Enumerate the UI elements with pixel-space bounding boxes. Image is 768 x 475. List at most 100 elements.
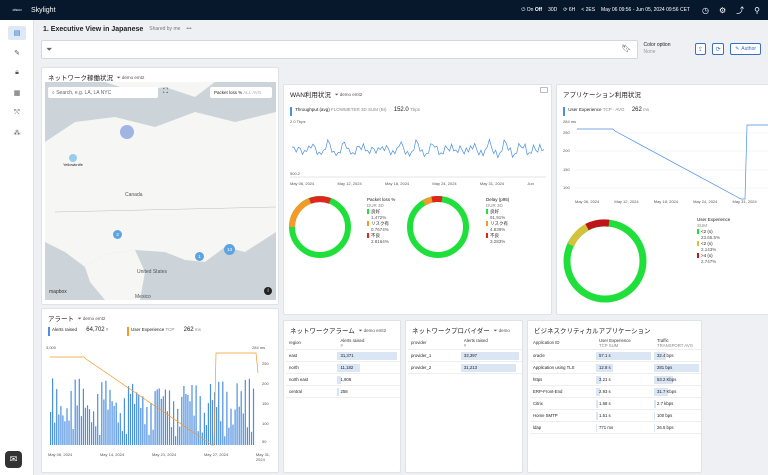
alert-bar[interactable] [166,411,168,445]
topology-icon[interactable]: ⤲ [14,109,20,116]
alert-bar[interactable] [117,422,119,446]
alert-bar[interactable] [242,413,244,446]
range-30d-button[interactable]: 30D [548,7,558,13]
alert-bar[interactable] [142,396,144,445]
lock-icon[interactable]: 🔒︎ [15,69,19,76]
alert-bar[interactable] [105,380,107,445]
alert-bar[interactable] [95,426,97,445]
panel-filter[interactable]: ⏷ demo emt2 [78,315,106,321]
alert-bar[interactable] [144,424,146,445]
alerts-chart[interactable]: 3,000 284 ms 250 200 150 100 50 [46,343,276,451]
alert-bar[interactable] [103,399,105,445]
author-button[interactable]: ✎ Author [730,43,762,55]
user-experience-chart[interactable]: 284 ms 250 200 150 100 [561,117,768,201]
alert-bar[interactable] [72,429,74,445]
alert-bar[interactable] [164,389,166,446]
activity-icon[interactable]: ⤴ [736,5,745,15]
alert-bar[interactable] [181,396,183,445]
alert-bar[interactable] [66,408,68,445]
alert-bar[interactable] [70,390,72,445]
alert-bar[interactable] [240,391,242,445]
alert-bar[interactable] [224,436,226,445]
alert-bar[interactable] [115,402,117,445]
alert-bar[interactable] [228,427,230,445]
prev-range-button[interactable]: < 2ES [581,7,596,13]
alert-bar[interactable] [216,407,218,445]
alert-bar[interactable] [248,378,250,445]
alert-bar[interactable] [197,431,199,445]
table-row[interactable]: central 258 [286,385,400,398]
expand-icon[interactable] [540,87,548,93]
alert-bar[interactable] [162,396,164,445]
info-icon[interactable]: i [264,287,272,295]
alert-bar[interactable] [250,431,253,445]
alert-bar[interactable] [246,427,248,445]
alert-bar[interactable] [148,434,150,445]
report-icon[interactable]: ▦ [13,90,21,97]
alert-bar[interactable] [107,409,109,445]
alert-bar[interactable] [78,378,80,445]
alert-bar[interactable] [56,389,58,445]
more-menu-button[interactable]: ••• [186,26,192,32]
alert-bar[interactable] [50,412,52,445]
table-row[interactable]: north 11,182 [286,361,400,374]
alert-bar[interactable] [62,415,64,445]
alert-bar[interactable] [54,422,56,445]
alert-bar[interactable] [230,408,232,445]
alert-bar[interactable] [93,411,95,445]
clock-icon[interactable]: ◷ [701,5,709,15]
delay-donut[interactable] [404,193,472,261]
alert-bar[interactable] [175,436,177,445]
table-row[interactable]: provider_1 33,397 [408,349,522,362]
alert-bar[interactable] [127,386,130,445]
alert-bar[interactable] [236,383,238,445]
alert-bar[interactable] [140,407,142,445]
live-toggle[interactable]: ⏻ On Off [521,7,543,13]
alert-bar[interactable] [158,388,160,445]
alert-bar[interactable] [185,393,187,445]
alert-bar[interactable] [80,416,82,445]
table-row[interactable]: oracle 57.1 s 32.4 bps [530,349,701,362]
filter-input[interactable]: ⏷ 🔖︎ [41,40,638,59]
wan-throughput-chart[interactable]: 2.0 Tbps 500.2 [288,117,548,187]
user-icon[interactable]: ⚲ [754,5,760,15]
alert-bar[interactable] [132,383,134,445]
alert-bar[interactable] [195,385,197,445]
color-option[interactable]: Color option None [643,42,671,55]
table-row[interactable]: east 31,371 [286,349,400,362]
analytics-icon[interactable]: ✎ [14,50,20,57]
alert-bar[interactable] [218,381,220,445]
alert-bar[interactable] [97,394,99,445]
alert-bar[interactable] [193,415,195,445]
alert-bar[interactable] [226,391,228,445]
panel-filter[interactable]: ⏷ demo emt2 [358,327,387,333]
map-cluster[interactable]: 1 [195,252,204,261]
dashboard-icon[interactable]: ▤ [8,26,26,40]
alert-bar[interactable] [234,409,236,445]
alert-bar[interactable] [252,388,255,445]
alert-bar[interactable] [52,378,54,445]
alert-bar[interactable] [187,395,189,445]
bookmark-icon[interactable]: 🔖︎ [621,44,632,53]
alert-bar[interactable] [238,406,240,445]
alert-bar[interactable] [220,421,222,445]
alert-bar[interactable] [191,385,193,445]
table-row[interactable]: ERP-Front-End 2.93 s 31.7 Kbps [530,385,701,398]
alert-bar[interactable] [91,422,93,445]
alert-bar[interactable] [170,427,173,445]
packet-loss-donut[interactable] [286,193,354,261]
network-map[interactable]: ⌕ Search, e.g. LA, LA NYC ⛶ Packet loss … [45,82,276,300]
settings-icon[interactable]: ⚙ [718,5,727,15]
table-row[interactable]: Home SMTP 1.51 s 100 bps [530,409,701,422]
alert-bar[interactable] [160,398,162,445]
alert-bar[interactable] [134,403,136,445]
alert-bar[interactable] [76,405,78,446]
map-search-input[interactable]: ⌕ Search, e.g. LA, LA NYC [48,87,158,98]
network-icon[interactable]: ⁂ [13,130,21,137]
alert-bar[interactable] [101,382,103,445]
table-row[interactable]: Citrix 1.68 s 2.7 kbps [530,397,701,410]
alert-bar[interactable] [64,421,66,445]
alert-bar[interactable] [183,386,185,445]
alert-bar[interactable] [74,379,76,445]
alert-bar[interactable] [86,405,89,445]
